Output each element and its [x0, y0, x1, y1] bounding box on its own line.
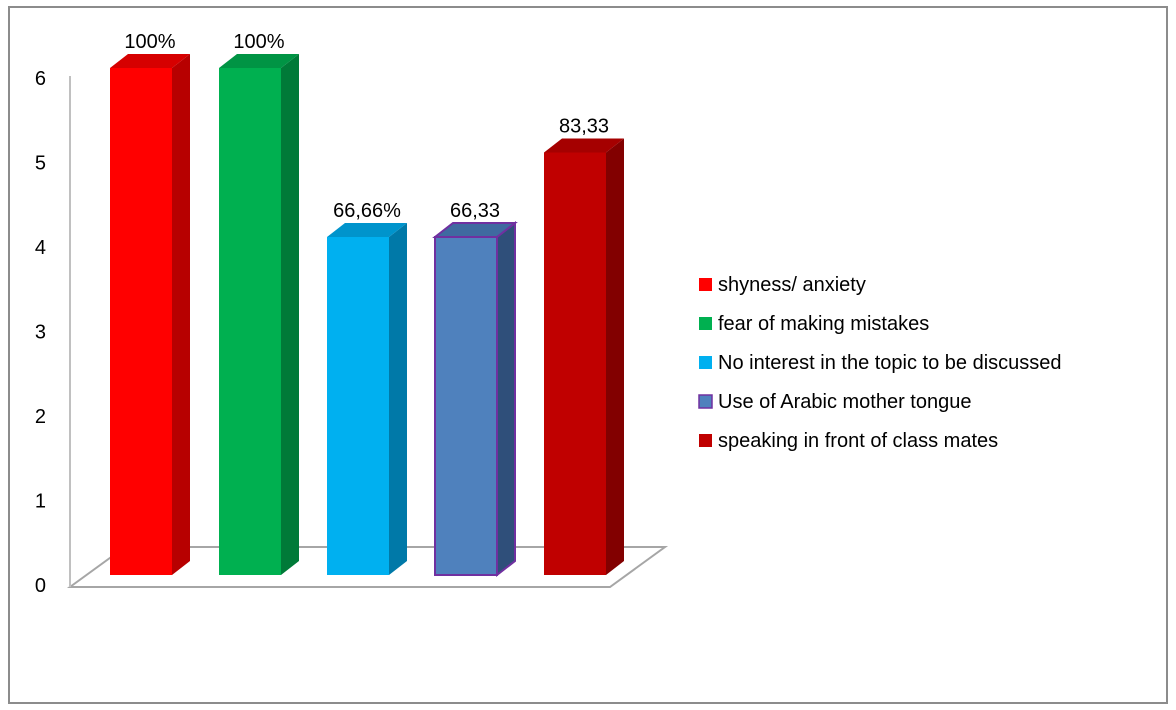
- bar-side: [389, 223, 407, 575]
- legend-label: No interest in the topic to be discussed: [718, 352, 1062, 374]
- bar: [110, 54, 190, 575]
- legend-swatch: [699, 317, 712, 330]
- data-label: 66,33: [450, 200, 500, 222]
- y-tick-label: 3: [35, 322, 46, 344]
- bar: [327, 223, 407, 575]
- legend-label: fear of making mistakes: [718, 313, 929, 335]
- legend-label: speaking in front of class mates: [718, 430, 998, 452]
- bar-front: [327, 237, 389, 575]
- y-tick-label: 4: [35, 237, 46, 259]
- bar-side: [281, 54, 299, 575]
- y-tick-label: 2: [35, 406, 46, 428]
- legend-swatch: [699, 278, 712, 291]
- y-tick-label: 5: [35, 153, 46, 175]
- data-label: 83,33: [559, 116, 609, 138]
- bar-front: [435, 237, 497, 575]
- bar: [219, 54, 299, 575]
- data-label: 66,66%: [333, 200, 401, 222]
- bar: [435, 223, 515, 575]
- legend-swatch: [699, 356, 712, 369]
- bar-side: [497, 223, 515, 575]
- legend-label: Use of Arabic mother tongue: [718, 391, 971, 413]
- bars: [110, 54, 624, 575]
- y-axis-ticks: 0 1 2 3 4 5 6: [35, 68, 46, 597]
- y-tick-label: 1: [35, 491, 46, 513]
- bar-front: [544, 153, 606, 576]
- bar-front: [219, 68, 281, 575]
- legend: shyness/ anxiety fear of making mistakes N…: [699, 274, 1062, 452]
- data-labels: 100% 100% 66,66% 66,33 83,33: [124, 31, 609, 222]
- bar: [544, 139, 624, 576]
- data-label: 100%: [233, 31, 284, 53]
- data-label: 100%: [124, 31, 175, 53]
- bar-side: [172, 54, 190, 575]
- y-tick-label: 6: [35, 68, 46, 90]
- legend-swatch: [699, 434, 712, 447]
- y-tick-label: 0: [35, 575, 46, 597]
- legend-swatch: [699, 395, 712, 408]
- bar-side: [606, 139, 624, 576]
- bar-front: [110, 68, 172, 575]
- legend-label: shyness/ anxiety: [718, 274, 866, 296]
